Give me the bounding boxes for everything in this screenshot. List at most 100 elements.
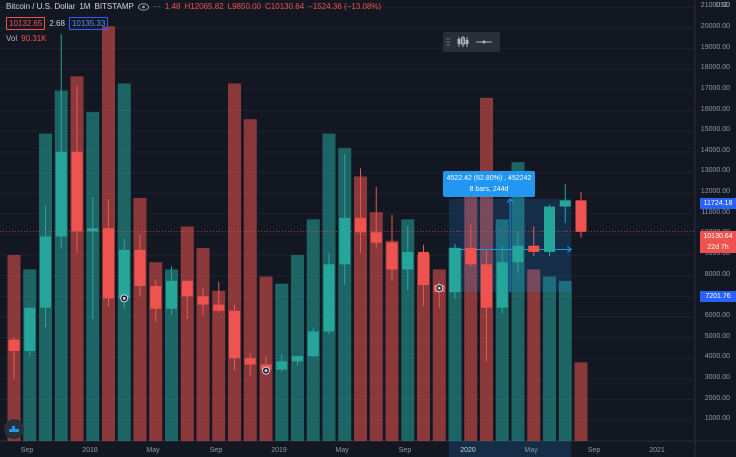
countdown-tag: 22d 7h <box>700 242 736 253</box>
candle-body <box>40 236 51 308</box>
price-tick-label: 16000.00 <box>700 105 730 113</box>
sell-price-button[interactable]: 10132.65 <box>6 17 46 30</box>
volume-bar <box>574 362 588 441</box>
candle-body <box>8 339 20 352</box>
price-tick-label: 20000.00 <box>700 23 730 30</box>
drag-handle-icon[interactable] <box>443 32 453 52</box>
event-marker-dot <box>264 369 268 373</box>
price-tick-label: 8000.00 <box>704 270 730 278</box>
candle-body <box>24 307 36 352</box>
bid-ask-row: 10132.65 2.68 10135.33 <box>6 17 109 30</box>
volume-bar <box>165 269 178 441</box>
price-tick-label: 17000.00 <box>700 84 730 92</box>
volume-bar <box>543 276 556 441</box>
eye-icon[interactable] <box>137 2 149 11</box>
candle-body <box>481 264 492 308</box>
currency-label: USD <box>715 2 730 9</box>
price-tick-label: 14000.00 <box>700 146 730 154</box>
volume-bar <box>354 176 367 441</box>
price-tick-label: 12000.00 <box>700 188 730 196</box>
symbol-name[interactable]: Bitcoin / U.S. Dollar <box>6 2 76 11</box>
price-tick-label: 4000.00 <box>704 353 730 361</box>
more-options-icon[interactable]: ··· <box>152 2 161 11</box>
volume-bar <box>385 240 399 441</box>
time-tick-label: Sep <box>209 447 223 454</box>
time-tick-label: May <box>524 447 538 454</box>
price-tick-label: 3000.00 <box>704 373 730 381</box>
candle-body <box>402 251 414 270</box>
volume-bar <box>511 162 525 441</box>
candle-body <box>292 356 303 362</box>
candle-body <box>213 304 225 311</box>
price-tick-label: 9000.00 <box>704 250 730 258</box>
candle-body <box>496 262 508 308</box>
candle-body <box>71 151 83 232</box>
candle-body <box>339 217 351 265</box>
measure-tooltip: 4522.42 (62.80%) , 452242 8 bars, 244d <box>443 171 535 197</box>
event-marker-dot <box>122 296 126 300</box>
candle-body <box>465 247 477 265</box>
candle-body <box>418 251 429 285</box>
ohlc-open-fragment: 1.48 <box>164 2 181 11</box>
time-tick-label: Sep <box>20 447 34 454</box>
volume-bar <box>196 247 210 441</box>
measure-arrow-head <box>566 246 573 253</box>
volume-bar <box>228 83 241 441</box>
buy-price-button[interactable]: 10135.33 <box>68 17 109 30</box>
candle-body <box>166 280 177 309</box>
price-tick-label: 19000.00 <box>700 43 730 51</box>
measure-arrow-head <box>506 197 514 204</box>
candle-body <box>323 264 335 332</box>
measure-time-highlight <box>449 441 572 457</box>
time-tick-label: Sep <box>398 447 412 454</box>
price-tick-label: 11000.00 <box>701 208 730 216</box>
time-tick-label: 2018 <box>82 447 98 454</box>
time-tick-label: May <box>146 447 160 454</box>
volume-label: Vol <box>6 34 18 43</box>
price-tick-label: 6000.00 <box>704 311 730 319</box>
price-tick-label: 5000.00 <box>704 332 730 340</box>
price-tick-label: 21000.00 <box>700 2 730 10</box>
spread-value: 2.68 <box>49 19 65 28</box>
floating-drawing-toolbar <box>443 32 500 52</box>
candle-body <box>150 286 162 309</box>
ohlc-high: H12065.82 <box>184 2 224 11</box>
candle-body <box>229 310 240 359</box>
candle-body <box>355 217 366 233</box>
measure-range: 8 bars, 244d <box>469 186 509 193</box>
time-tick-label: 2020 <box>460 447 476 454</box>
time-tick-label: 2021 <box>649 447 665 454</box>
volume-bar <box>401 219 415 441</box>
line-style-icon[interactable] <box>473 32 495 52</box>
candle-body <box>276 361 288 370</box>
volume-bar <box>291 255 304 441</box>
time-tick-label: Sep <box>587 447 601 454</box>
volume-bar <box>527 269 541 441</box>
candle-body <box>386 242 398 270</box>
volume-bar <box>417 255 430 441</box>
candle-body <box>544 206 555 252</box>
volume-bar <box>448 247 462 441</box>
volume-bar <box>180 226 194 441</box>
volume-bar <box>243 119 257 441</box>
ohlc-change: −1524.36 (−13.08%) <box>308 2 382 11</box>
candle-body <box>87 228 99 232</box>
upper-price-tag: 11724.18 <box>700 198 736 209</box>
tradingview-logo[interactable] <box>4 419 24 439</box>
measure-change: 4522.42 (62.80%) , 452242 <box>446 175 532 182</box>
candle-body <box>370 232 382 243</box>
candle-body <box>55 151 67 237</box>
candle-body <box>244 358 256 365</box>
candle-body <box>197 296 209 305</box>
volume-bar <box>558 280 572 441</box>
candles-settings-icon[interactable] <box>453 32 473 52</box>
interval-label[interactable]: 1M <box>79 2 91 11</box>
candle-body <box>181 280 193 297</box>
candle-body <box>118 249 130 299</box>
volume-bar <box>133 197 147 441</box>
chart-legend: Bitcoin / U.S. Dollar 1M BITSTAMP ··· 1.… <box>6 2 381 11</box>
price-tick-label: 2000.00 <box>704 394 730 402</box>
candle-body <box>512 245 524 263</box>
volume-bar <box>432 269 446 441</box>
